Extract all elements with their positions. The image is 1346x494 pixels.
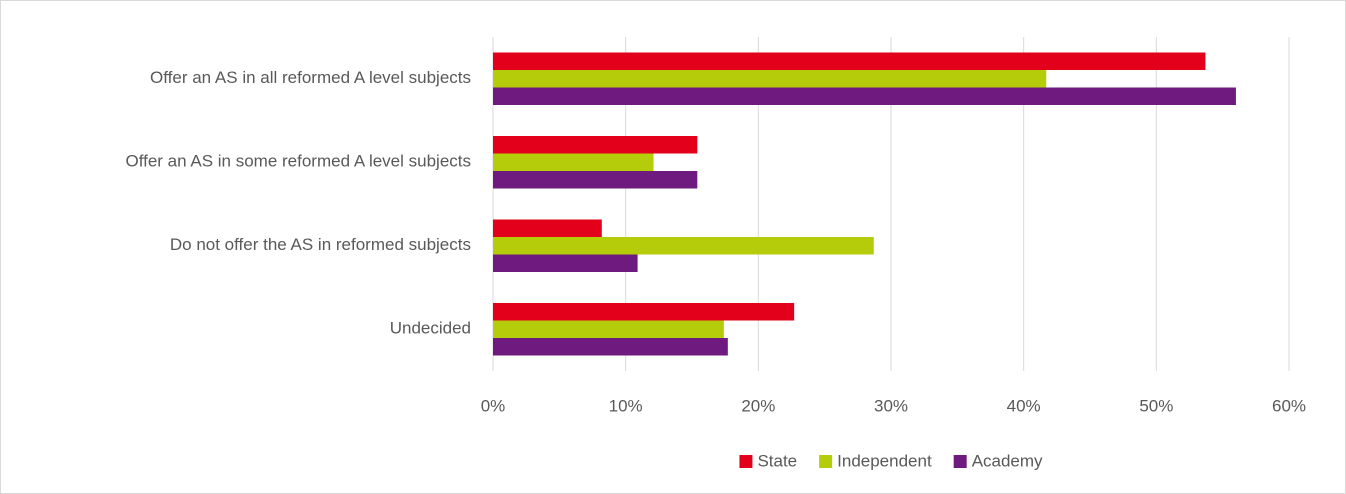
x-tick-label: 60% [1272, 396, 1306, 415]
x-tick-label: 50% [1139, 396, 1173, 415]
legend-label: Independent [837, 451, 932, 470]
legend-swatch [953, 455, 967, 468]
bar [493, 338, 728, 356]
bar [493, 153, 654, 171]
legend-swatch [739, 455, 753, 468]
x-tick-label: 10% [609, 396, 643, 415]
bar [493, 219, 602, 237]
x-tick-label: 40% [1007, 396, 1041, 415]
legend-swatch [819, 455, 833, 468]
bar [493, 320, 724, 338]
x-tick-label: 30% [874, 396, 908, 415]
y-tick-label: Offer an AS in some reformed A level sub… [125, 152, 471, 171]
bar [493, 136, 698, 154]
bar [493, 171, 698, 189]
x-tick-label: 0% [481, 396, 506, 415]
bar [493, 52, 1206, 70]
bar [493, 87, 1236, 105]
legend-label: Academy [972, 451, 1043, 470]
y-tick-label: Do not offer the AS in reformed subjects [170, 235, 471, 254]
bar [493, 70, 1047, 88]
y-tick-label: Offer an AS in all reformed A level subj… [150, 68, 471, 87]
bar [493, 254, 638, 272]
y-tick-label: Undecided [390, 319, 471, 338]
x-tick-label: 20% [741, 396, 775, 415]
legend-label: State [757, 451, 797, 470]
bar [493, 237, 874, 255]
bar [493, 303, 795, 321]
